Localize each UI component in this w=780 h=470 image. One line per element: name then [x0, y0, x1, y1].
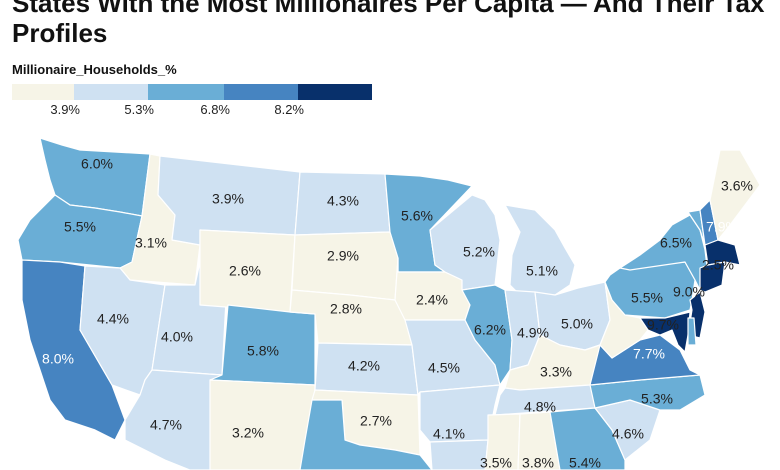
- state-value-label: 2.9%: [327, 248, 359, 264]
- state-value-label: 6.5%: [660, 235, 692, 251]
- state-al[interactable]: [517, 411, 561, 470]
- state-value-label: 4.0%: [161, 329, 193, 345]
- state-value-label: 6.0%: [81, 156, 113, 172]
- state-value-label: 5.1%: [526, 263, 558, 279]
- state-value-label: 5.5%: [64, 219, 96, 235]
- state-value-label: 3.8%: [522, 455, 554, 470]
- state-value-label: 4.5%: [428, 360, 460, 376]
- state-value-label: 5.8%: [247, 343, 279, 359]
- state-value-label: 2.8%: [330, 301, 362, 317]
- state-value-label: 2.7%: [360, 413, 392, 429]
- state-value-label: 8.0%: [42, 351, 74, 367]
- state-sd[interactable]: [291, 231, 399, 301]
- state-ny[interactable]: [619, 214, 709, 291]
- state-value-label: 4.9%: [517, 325, 549, 341]
- state-il[interactable]: [461, 284, 513, 386]
- state-value-label: 9.7%: [647, 317, 679, 333]
- state-value-label: 5.2%: [463, 244, 495, 260]
- legend-swatch: [74, 84, 148, 100]
- map-title: States With the Most Millionaires Per Ca…: [12, 0, 765, 48]
- state-value-label: 4.4%: [97, 311, 129, 327]
- legend-title: Millionaire_Households_%: [12, 62, 177, 77]
- legend-tick-label: 3.9%: [50, 102, 80, 117]
- state-value-label: 5.6%: [401, 208, 433, 224]
- state-value-label: 5.4%: [569, 455, 601, 470]
- legend-tick-label: 8.2%: [274, 102, 304, 117]
- state-value-label: 7.9%: [706, 219, 738, 235]
- state-nm[interactable]: [209, 379, 316, 470]
- state-la[interactable]: [429, 439, 489, 470]
- state-tx[interactable]: [299, 399, 433, 470]
- state-value-label: 3.2%: [232, 425, 264, 441]
- color-legend: 3.9% 5.3% 6.8% 8.2%: [12, 84, 388, 120]
- state-value-label: 2.6%: [229, 263, 261, 279]
- state-value-label: 4.8%: [524, 399, 556, 415]
- state-value-label: 3.3%: [540, 364, 572, 380]
- state-value-label: 6.2%: [474, 322, 506, 338]
- legend-swatch: [298, 84, 372, 100]
- state-value-label: 4.7%: [150, 417, 182, 433]
- legend-tick-label: 6.8%: [200, 102, 230, 117]
- state-md[interactable]: [639, 311, 691, 353]
- state-value-label: 3.6%: [721, 178, 753, 194]
- state-ct[interactable]: [699, 261, 726, 293]
- state-value-label: 2.4%: [416, 292, 448, 308]
- state-value-label: 4.3%: [327, 193, 359, 209]
- state-value-label: 3.9%: [212, 191, 244, 207]
- state-value-label: 5.5%: [631, 290, 663, 306]
- legend-swatch: [148, 84, 224, 100]
- state-de[interactable]: [687, 317, 697, 346]
- legend-tick-label: 5.3%: [124, 102, 154, 117]
- state-value-label: 3.5%: [480, 455, 512, 470]
- state-ms[interactable]: [484, 413, 521, 470]
- legend-swatch: [12, 84, 74, 100]
- state-value-label: 2.5%: [702, 257, 734, 273]
- state-value-label: 3.1%: [135, 235, 167, 251]
- state-value-label: 7.7%: [633, 346, 665, 362]
- state-value-label: 9.0%: [673, 284, 705, 300]
- legend-swatch: [224, 84, 298, 100]
- state-value-label: 4.6%: [612, 426, 644, 442]
- state-value-label: 4.1%: [433, 426, 465, 442]
- state-value-label: 5.3%: [641, 391, 673, 407]
- state-mi[interactable]: [504, 204, 576, 296]
- state-value-label: 4.2%: [348, 358, 380, 374]
- state-value-label: 5.0%: [561, 316, 593, 332]
